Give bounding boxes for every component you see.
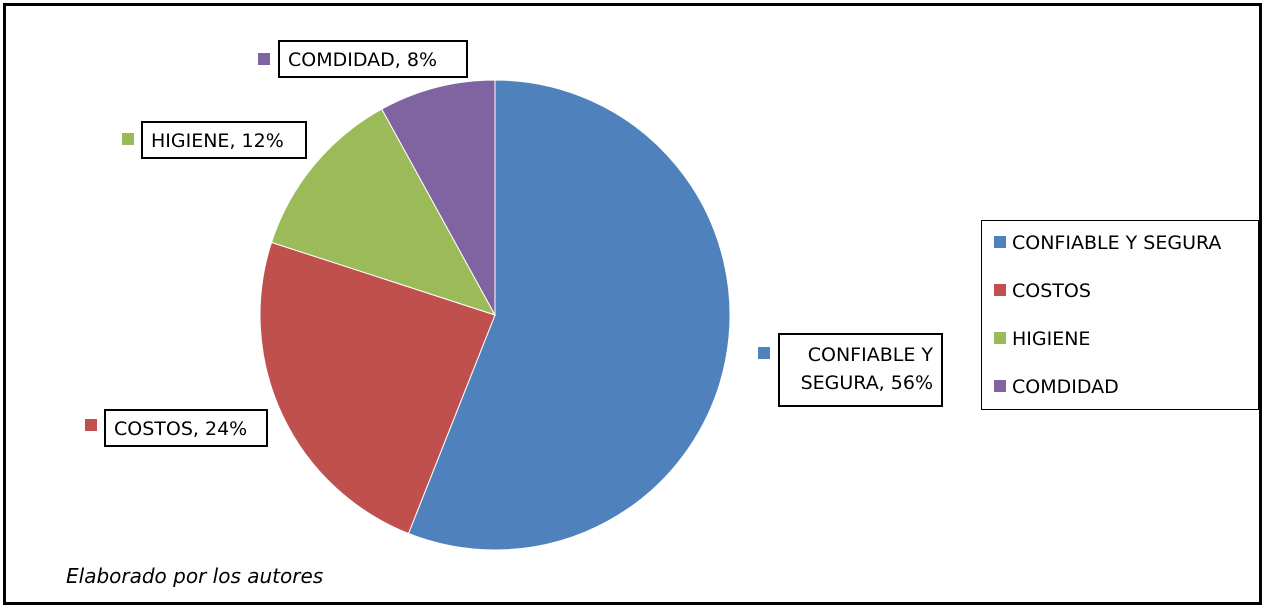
- legend-item-higiene: HIGIENE: [994, 327, 1090, 351]
- legend-swatch-higiene: [994, 331, 1006, 344]
- pie-slice-confiable: [407, 79, 731, 551]
- legend-label-confiable: CONFIABLE Y SEGURA: [1012, 232, 1222, 254]
- data-label-confiable: CONFIABLE Y SEGURA, 56%: [778, 333, 943, 407]
- source-note: Elaborado por los autores: [66, 564, 324, 588]
- legend-item-costos: COSTOS: [994, 279, 1091, 303]
- legend-swatch-costos: [994, 283, 1006, 296]
- data-label-comdidad-text: COMDIDAD, 8%: [288, 49, 437, 71]
- data-label-confiable-text: CONFIABLE Y SEGURA, 56%: [800, 344, 933, 394]
- data-label-swatch-costos: [85, 419, 97, 431]
- data-label-higiene: HIGIENE, 12%: [141, 121, 307, 159]
- legend: CONFIABLE Y SEGURA COSTOS HIGIENE COMDID…: [981, 220, 1259, 410]
- pie-slice-comdidad: [381, 79, 496, 316]
- data-label-higiene-text: HIGIENE, 12%: [151, 130, 284, 152]
- legend-label-higiene: HIGIENE: [1012, 328, 1091, 350]
- pie-slice-higiene: [270, 108, 497, 316]
- legend-item-confiable: CONFIABLE Y SEGURA: [994, 231, 1221, 255]
- data-label-swatch-comdidad: [258, 53, 270, 65]
- legend-swatch-comdidad: [994, 379, 1006, 392]
- legend-swatch-confiable: [994, 235, 1006, 248]
- data-label-swatch-higiene: [122, 133, 134, 145]
- legend-item-comdidad: COMDIDAD: [994, 375, 1119, 399]
- data-label-costos-text: COSTOS, 24%: [114, 418, 248, 440]
- data-label-costos: COSTOS, 24%: [104, 409, 268, 447]
- legend-label-comdidad: COMDIDAD: [1012, 376, 1119, 398]
- pie-slice-costos: [259, 241, 496, 535]
- data-label-swatch-confiable: [758, 347, 770, 359]
- data-label-comdidad: COMDIDAD, 8%: [278, 40, 468, 78]
- legend-label-costos: COSTOS: [1012, 280, 1091, 302]
